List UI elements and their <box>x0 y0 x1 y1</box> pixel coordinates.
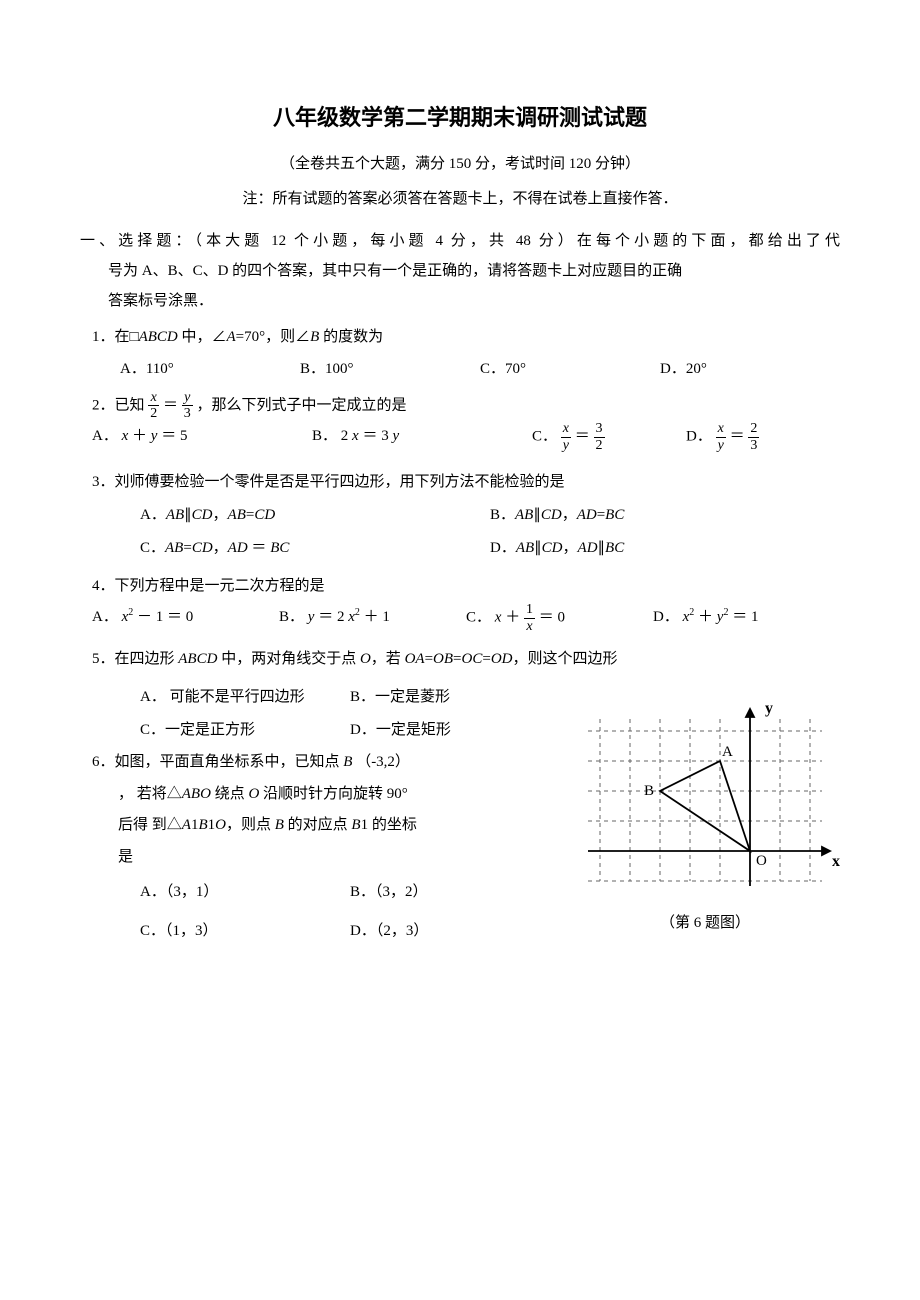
q5-opt-d: D．一定是矩形 <box>350 714 560 747</box>
question-5: 5．在四边形 ABCD 中，两对角线交于点 O，若 OA=OB=OC=OD，则这… <box>80 644 840 676</box>
question-4: 4．下列方程中是一元二次方程的是 A． x2 － 1 ＝ 0 B． y ＝ 2 … <box>80 571 840 634</box>
q1-opt-c: C．70° <box>480 354 660 384</box>
q2d-f1d: y <box>716 438 726 453</box>
q3-text: 3．刘师傅要检验一个零件是否是平行四边形，用下列方法不能检验的是 <box>80 467 840 499</box>
q6-opt-c: C．（1，3） <box>140 912 350 951</box>
q2d-f2n: 2 <box>748 421 759 437</box>
page-title: 八年级数学第二学期期末调研测试试题 <box>80 100 840 132</box>
q6-opt-d: D．（2，3） <box>350 912 560 951</box>
q6-opt-b: B．（3，2） <box>350 873 560 912</box>
q6-line2: ， 若将△ABO 绕点 O 沿顺时针方向旋转 90° <box>92 779 560 811</box>
q5-text: 5．在四边形 ABCD 中，两对角线交于点 O，若 OA=OB=OC=OD，则这… <box>80 644 840 676</box>
q2-frac1: x 2 <box>148 390 159 422</box>
q2-post: ，那么下列式子中一定成立的是 <box>197 397 407 413</box>
q2-text: 2．已知 x 2 ＝ y 3 ，那么下列式子中一定成立的是 <box>80 390 840 422</box>
figure-caption: （第 6 题图） <box>570 911 840 932</box>
question-6: 6．如图，平面直角坐标系中，已知点 B （-3,2） ， 若将△ABO 绕点 O… <box>80 747 560 951</box>
q2-opt-d: D． xy ＝ 23 <box>686 421 840 453</box>
q3-opt-d: D．AB∥CD，AD∥BC <box>490 532 840 565</box>
q4c-fd: x <box>524 619 535 634</box>
section-line-1: 一、选择题：（本大题 12 个小题，每小题 4 分，共 48 分）在每个小题的下… <box>80 226 840 256</box>
q4-opt-d: D． x2 ＋ y2 ＝ 1 <box>653 602 840 634</box>
section-line-3: 答案标号涂黑． <box>80 286 840 316</box>
q6-figure: y x O A B （第 6 题图） <box>560 681 840 932</box>
equals-icon: ＝ <box>163 397 178 413</box>
q1-opt-a: A．110° <box>120 354 300 384</box>
q2-options: A． x ＋ y ＝ 5 B． 2 x ＝ 3 y C． xy ＝ 32 D． … <box>80 421 840 453</box>
q6-text: 6．如图，平面直角坐标系中，已知点 B （-3,2） ， 若将△ABO 绕点 O… <box>80 747 560 873</box>
q5-options: A． 可能不是平行四边形 B．一定是菱形 C．一定是正方形 D．一定是矩形 <box>80 681 560 747</box>
q6-opt-a: A．（3，1） <box>140 873 350 912</box>
q2-opt-a: A． x ＋ y ＝ 5 <box>92 421 312 453</box>
x-axis-label: x <box>832 853 840 870</box>
q4-opt-b: B． y ＝ 2 x2 ＋ 1 <box>279 602 466 634</box>
q3-opt-c: C．AB=CD，AD ＝ BC <box>140 532 490 565</box>
q2-frac2-den: 3 <box>182 406 193 421</box>
q2d-f1n: x <box>716 421 726 437</box>
exam-info: （全卷共五个大题，满分 150 分，考试时间 120 分钟） <box>80 152 840 173</box>
q4-opt-c: C． x ＋ 1x ＝ 0 <box>466 602 653 634</box>
question-1: 1．在□ABCD 中，∠A=70°，则∠B 的度数为 A．110° B．100°… <box>80 322 840 384</box>
q6-line3: 后得 到△A1B1O，则点 B 的对应点 B1 的坐标 <box>92 810 560 842</box>
q2-frac1-den: 2 <box>148 406 159 421</box>
q2-frac1-num: x <box>148 390 159 406</box>
section-1-header: 一、选择题：（本大题 12 个小题，每小题 4 分，共 48 分）在每个小题的下… <box>80 226 840 316</box>
q5-opt-c: C．一定是正方形 <box>140 714 350 747</box>
q2d-f2d: 3 <box>748 438 759 453</box>
q5-opt-a: A． 可能不是平行四边形 <box>140 681 350 714</box>
origin-label: O <box>756 853 767 869</box>
question-3: 3．刘师傅要检验一个零件是否是平行四边形，用下列方法不能检验的是 A．AB∥CD… <box>80 467 840 565</box>
q1-stem: 1．在□ABCD 中，∠A=70°，则∠B 的度数为 <box>92 329 383 345</box>
exam-note: 注：所有试题的答案必须答在答题卡上，不得在试卷上直接作答． <box>80 187 840 208</box>
q2d-pre: D． <box>686 429 712 445</box>
q5-q6-row: A． 可能不是平行四边形 B．一定是菱形 C．一定是正方形 D．一定是矩形 6．… <box>80 681 840 957</box>
q2c-f1d: y <box>561 438 571 453</box>
q6-options: A．（3，1） B．（3，2） C．（1，3） D．（2，3） <box>80 873 560 951</box>
q2-frac2: y 3 <box>182 390 193 422</box>
q5-opt-b: B．一定是菱形 <box>350 681 560 714</box>
q2-pre: 2．已知 <box>92 397 145 413</box>
q4-opt-a: A． x2 － 1 ＝ 0 <box>92 602 279 634</box>
point-b-label: B <box>644 783 654 799</box>
q3-opt-a: A．AB∥CD，AB=CD <box>140 499 490 532</box>
q1-opt-d: D．20° <box>660 354 840 384</box>
q3-options: A．AB∥CD，AB=CD B．AB∥CD，AD=BC C．AB=CD，AD ＝… <box>80 499 840 565</box>
q5-q6-left: A． 可能不是平行四边形 B．一定是菱形 C．一定是正方形 D．一定是矩形 6．… <box>80 681 560 957</box>
q2-opt-c: C． xy ＝ 32 <box>532 421 686 453</box>
q3-opt-b: B．AB∥CD，AD=BC <box>490 499 840 532</box>
y-axis-label: y <box>765 701 773 717</box>
q6-line4: 是 <box>92 842 560 874</box>
coordinate-grid-icon: y x O A B <box>570 701 840 891</box>
q4-text: 4．下列方程中是一元二次方程的是 <box>80 571 840 603</box>
q1-options: A．110° B．100° C．70° D．20° <box>80 354 840 384</box>
point-a-label: A <box>722 744 733 760</box>
section-line-2: 号为 A、B、C、D 的四个答案，其中只有一个是正确的，请将答题卡上对应题目的正… <box>80 256 840 286</box>
q1-text: 1．在□ABCD 中，∠A=70°，则∠B 的度数为 <box>80 322 840 354</box>
q4-options: A． x2 － 1 ＝ 0 B． y ＝ 2 x2 ＋ 1 C． x ＋ 1x … <box>80 602 840 634</box>
q2c-f2n: 3 <box>594 421 605 437</box>
q4c-fn: 1 <box>524 602 535 618</box>
q6-line1: 6．如图，平面直角坐标系中，已知点 B （-3,2） <box>92 747 560 779</box>
q2c-f1n: x <box>561 421 571 437</box>
q2-frac2-num: y <box>182 390 193 406</box>
question-2: 2．已知 x 2 ＝ y 3 ，那么下列式子中一定成立的是 A． x ＋ y ＝… <box>80 390 840 454</box>
q2-opt-b: B． 2 x ＝ 3 y <box>312 421 532 453</box>
q1-opt-b: B．100° <box>300 354 480 384</box>
q2c-pre: C． <box>532 429 557 445</box>
q2c-f2d: 2 <box>594 438 605 453</box>
